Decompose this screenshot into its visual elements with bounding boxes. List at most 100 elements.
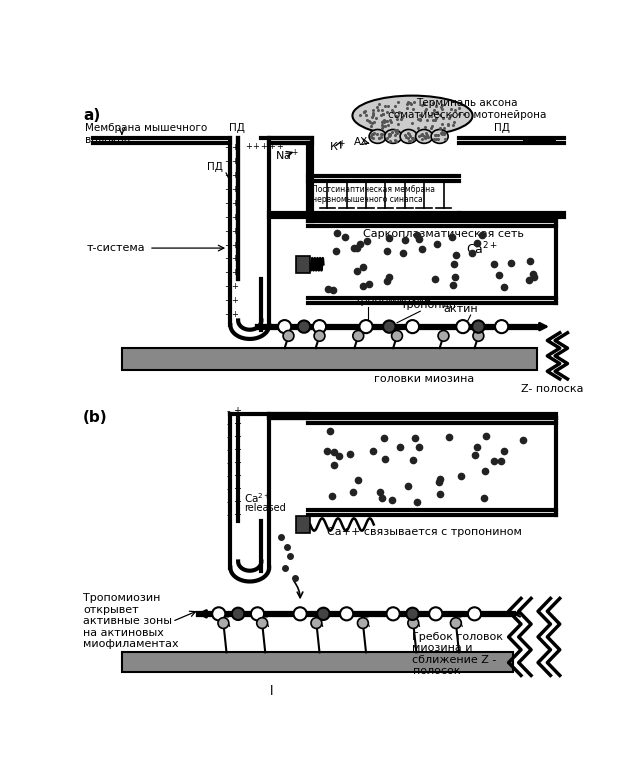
Text: тропомиозин: тропомиозин — [354, 296, 432, 306]
Point — [408, 132, 418, 145]
Circle shape — [473, 331, 484, 341]
Point — [417, 127, 427, 140]
Point — [422, 129, 432, 141]
Point — [437, 128, 448, 140]
Text: (b): (b) — [83, 410, 108, 425]
Circle shape — [438, 331, 449, 341]
Point — [377, 129, 387, 141]
Point — [403, 96, 413, 108]
Text: -: - — [226, 432, 230, 441]
Point — [382, 114, 392, 127]
Point — [429, 103, 439, 116]
Point — [377, 104, 387, 117]
Text: Z- полоска: Z- полоска — [521, 383, 583, 394]
Point — [366, 117, 377, 129]
Point — [397, 111, 407, 124]
Ellipse shape — [353, 96, 472, 136]
Point — [450, 104, 460, 117]
Point — [385, 116, 396, 129]
Point — [455, 107, 465, 120]
Point — [374, 132, 384, 144]
Text: т-система: т-система — [87, 243, 146, 253]
Text: +: + — [224, 310, 231, 319]
Point — [431, 111, 441, 124]
Text: +: + — [224, 185, 231, 194]
Text: ПД: ПД — [229, 122, 245, 132]
Point — [415, 114, 425, 126]
Point — [360, 104, 370, 117]
Point — [429, 114, 439, 126]
Circle shape — [251, 608, 264, 620]
Text: актин: актин — [444, 303, 478, 314]
Point — [383, 118, 393, 131]
Point — [401, 131, 411, 143]
Point — [421, 103, 431, 115]
Text: +: + — [231, 185, 238, 194]
Point — [385, 114, 395, 126]
Text: Тропомиозин
открывет
активные зоны
на актиновых
миофиламентах: Тропомиозин открывет активные зоны на ак… — [83, 593, 179, 649]
Circle shape — [311, 618, 322, 629]
Point — [380, 115, 390, 128]
Ellipse shape — [416, 129, 432, 143]
Circle shape — [495, 320, 508, 333]
Point — [393, 96, 403, 108]
Point — [404, 135, 415, 147]
Point — [373, 132, 384, 144]
Point — [377, 115, 387, 128]
Point — [439, 127, 449, 140]
Circle shape — [353, 331, 364, 341]
Point — [385, 135, 396, 147]
Point — [436, 122, 446, 134]
Point — [420, 121, 430, 133]
Text: +: + — [231, 227, 238, 236]
Text: К$^+$: К$^+$ — [329, 139, 346, 154]
Point — [407, 117, 417, 129]
Point — [419, 129, 429, 142]
Point — [385, 128, 395, 140]
Point — [383, 100, 393, 112]
Text: +: + — [231, 143, 238, 152]
Text: +: + — [233, 471, 240, 481]
Text: -: - — [226, 471, 230, 481]
Text: +: + — [233, 419, 240, 429]
Text: +: + — [224, 212, 231, 222]
Text: +: + — [233, 458, 240, 468]
Circle shape — [472, 321, 484, 332]
Circle shape — [387, 608, 399, 620]
Text: +: + — [252, 142, 259, 151]
Point — [408, 132, 418, 144]
Text: +: + — [224, 199, 231, 208]
Bar — [122, 348, 536, 370]
Text: -: - — [226, 484, 230, 494]
Point — [421, 131, 431, 143]
Point — [433, 129, 443, 142]
Text: +: + — [231, 158, 238, 166]
Point — [420, 104, 430, 117]
Text: +: + — [233, 445, 240, 455]
Point — [377, 120, 387, 132]
Point — [408, 96, 418, 108]
Text: +: + — [231, 310, 238, 319]
Circle shape — [406, 320, 419, 333]
Circle shape — [383, 321, 396, 332]
Point — [429, 97, 439, 110]
Point — [407, 132, 417, 144]
Point — [393, 118, 403, 131]
Point — [391, 134, 401, 147]
Point — [368, 103, 378, 116]
Point — [390, 129, 400, 141]
Circle shape — [359, 320, 373, 333]
Point — [384, 129, 394, 142]
Point — [355, 108, 365, 121]
Point — [431, 100, 441, 112]
Point — [394, 106, 404, 118]
Text: +: + — [231, 296, 238, 305]
Point — [413, 122, 423, 134]
Point — [430, 129, 441, 141]
Circle shape — [212, 608, 225, 620]
Text: Мембрана мышечного
волокна: Мембрана мышечного волокна — [86, 123, 208, 145]
Point — [384, 128, 394, 140]
Bar — [122, 652, 514, 672]
Point — [417, 133, 427, 146]
Point — [439, 127, 449, 140]
